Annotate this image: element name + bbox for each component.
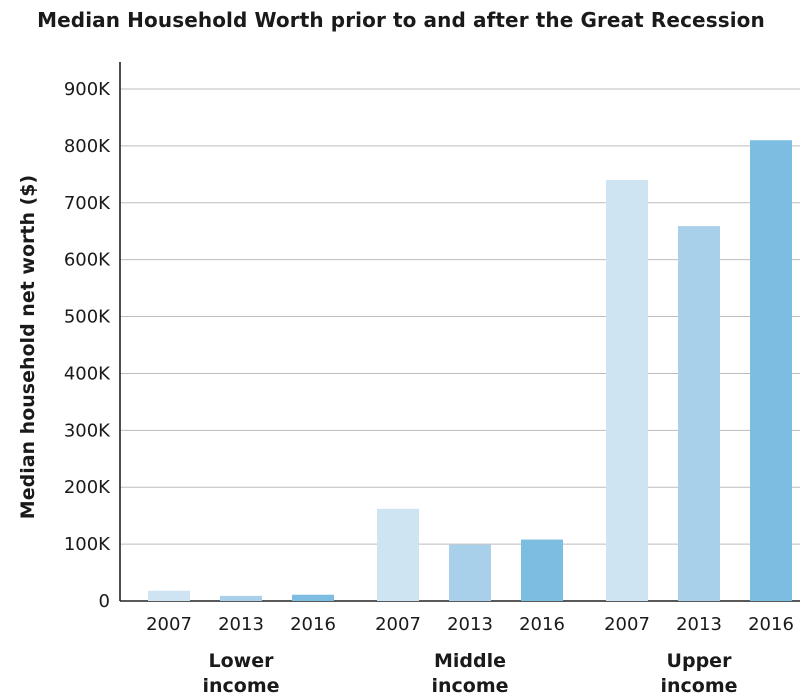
bar xyxy=(678,226,720,601)
group-label: Middle xyxy=(434,650,506,672)
y-tick-label: 100K xyxy=(64,534,111,555)
group-label: Lower xyxy=(209,650,275,672)
y-tick-label: 300K xyxy=(64,420,111,441)
y-tick-label: 400K xyxy=(64,363,111,384)
group-label: income xyxy=(660,675,737,697)
bar xyxy=(377,508,419,601)
bar xyxy=(148,590,190,601)
chart-title: Median Household Worth prior to and afte… xyxy=(37,8,765,32)
group-label: income xyxy=(431,675,508,697)
y-tick-label: 700K xyxy=(64,193,111,214)
x-tick-label: 2016 xyxy=(290,614,336,635)
bar xyxy=(750,140,792,601)
x-tick-label: 2007 xyxy=(146,614,192,635)
group-label: Upper xyxy=(667,650,733,672)
x-tick-label: 2016 xyxy=(519,614,565,635)
bar xyxy=(292,594,334,601)
y-tick-label: 800K xyxy=(64,136,111,157)
x-tick-label: 2016 xyxy=(748,614,794,635)
y-tick-label: 0 xyxy=(99,591,110,612)
x-tick-label: 2013 xyxy=(218,614,264,635)
bar xyxy=(521,539,563,601)
y-tick-label: 500K xyxy=(64,307,111,328)
y-tick-label: 900K xyxy=(64,79,111,100)
y-tick-label: 600K xyxy=(64,250,111,271)
x-tick-label: 2013 xyxy=(447,614,493,635)
group-label: income xyxy=(202,675,279,697)
bar xyxy=(220,595,262,601)
bar xyxy=(449,544,491,601)
bar xyxy=(606,180,648,601)
x-tick-label: 2007 xyxy=(604,614,650,635)
x-tick-label: 2013 xyxy=(676,614,722,635)
y-tick-label: 200K xyxy=(64,477,111,498)
x-tick-label: 2007 xyxy=(375,614,421,635)
